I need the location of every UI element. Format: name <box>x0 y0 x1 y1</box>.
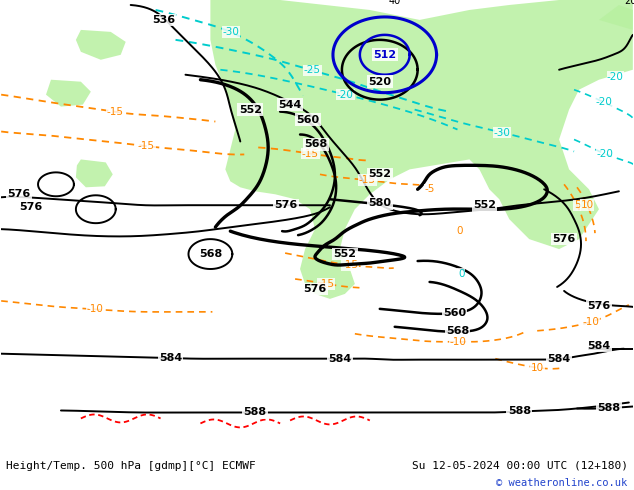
Text: -15: -15 <box>342 260 359 270</box>
Text: -15: -15 <box>302 149 319 159</box>
Text: 576: 576 <box>8 189 30 199</box>
Polygon shape <box>210 0 633 299</box>
Text: 0: 0 <box>456 226 463 236</box>
Text: -20: -20 <box>337 90 354 99</box>
Text: 40: 40 <box>389 0 401 6</box>
Text: 568: 568 <box>304 140 328 149</box>
Text: 584: 584 <box>159 353 182 363</box>
Text: -30: -30 <box>223 27 239 37</box>
Text: 560: 560 <box>443 308 466 318</box>
Text: -15: -15 <box>318 279 335 289</box>
Polygon shape <box>76 159 113 187</box>
Text: 552: 552 <box>239 104 262 115</box>
Text: -20: -20 <box>596 98 612 107</box>
Text: 20: 20 <box>624 0 634 6</box>
Polygon shape <box>599 5 633 30</box>
Text: 588: 588 <box>243 408 267 417</box>
Text: 584: 584 <box>548 354 571 364</box>
Text: 10: 10 <box>581 200 593 210</box>
Text: 0: 0 <box>458 269 465 279</box>
Text: -10: -10 <box>87 304 104 314</box>
Text: -5: -5 <box>424 184 435 195</box>
Text: 536: 536 <box>152 15 175 25</box>
Polygon shape <box>46 80 91 107</box>
Text: -20: -20 <box>597 149 614 159</box>
Text: 588: 588 <box>508 407 531 416</box>
Text: 576: 576 <box>587 301 611 311</box>
Text: 576: 576 <box>275 200 298 210</box>
Text: -10: -10 <box>583 317 600 327</box>
Text: 520: 520 <box>368 77 391 87</box>
Text: Height/Temp. 500 hPa [gdmp][°C] ECMWF: Height/Temp. 500 hPa [gdmp][°C] ECMWF <box>6 461 256 470</box>
Text: 576: 576 <box>552 234 576 244</box>
Text: 576: 576 <box>20 202 42 212</box>
Text: -30: -30 <box>494 127 510 138</box>
Text: 568: 568 <box>446 326 469 336</box>
Text: 552: 552 <box>368 170 391 179</box>
Text: 512: 512 <box>373 50 396 60</box>
Text: © weatheronline.co.uk: © weatheronline.co.uk <box>496 478 628 488</box>
Text: -15: -15 <box>138 141 155 151</box>
Text: -25: -25 <box>304 65 321 75</box>
Text: 588: 588 <box>597 402 621 413</box>
Text: -20: -20 <box>607 72 624 82</box>
Text: Su 12-05-2024 00:00 UTC (12+180): Su 12-05-2024 00:00 UTC (12+180) <box>411 461 628 470</box>
Text: -15: -15 <box>107 107 124 117</box>
Text: -10: -10 <box>450 337 466 347</box>
Text: 10: 10 <box>531 363 544 373</box>
Text: 584: 584 <box>328 354 351 364</box>
Text: 5: 5 <box>574 200 580 210</box>
Text: 560: 560 <box>297 115 320 124</box>
Text: -15: -15 <box>359 175 376 185</box>
Text: 580: 580 <box>368 198 391 208</box>
Polygon shape <box>76 30 126 60</box>
Text: 552: 552 <box>473 200 496 210</box>
Text: 576: 576 <box>304 284 327 294</box>
Text: 568: 568 <box>199 249 222 259</box>
Text: 584: 584 <box>587 341 611 351</box>
Text: 552: 552 <box>333 249 356 259</box>
Text: 544: 544 <box>278 99 302 110</box>
